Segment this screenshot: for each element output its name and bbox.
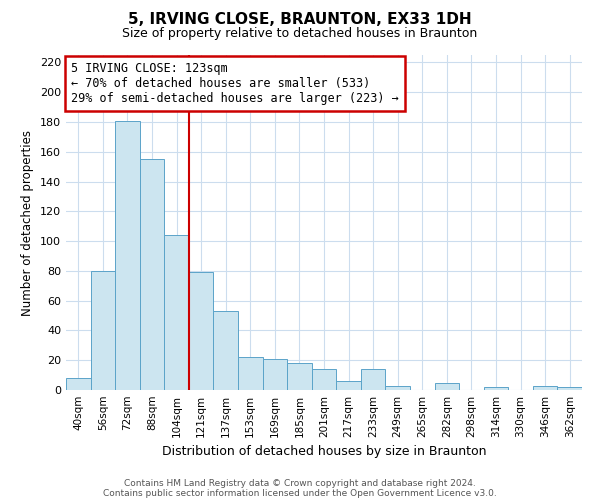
Bar (484, 387, 508, 390)
Text: Size of property relative to detached houses in Braunton: Size of property relative to detached ho… (122, 28, 478, 40)
Bar (361, 369, 385, 390)
Bar (434, 382, 459, 390)
Text: Contains HM Land Registry data © Crown copyright and database right 2024.: Contains HM Land Registry data © Crown c… (124, 478, 476, 488)
Bar (533, 386, 557, 390)
Bar (66, 378, 91, 390)
Bar (115, 120, 140, 390)
Bar (214, 311, 238, 390)
Bar (189, 272, 214, 390)
Bar (164, 235, 189, 390)
Bar (140, 159, 164, 390)
Bar (336, 381, 361, 390)
Text: Contains public sector information licensed under the Open Government Licence v3: Contains public sector information licen… (103, 488, 497, 498)
Bar (287, 363, 312, 390)
Bar (263, 358, 287, 390)
Text: 5, IRVING CLOSE, BRAUNTON, EX33 1DH: 5, IRVING CLOSE, BRAUNTON, EX33 1DH (128, 12, 472, 28)
Bar (91, 271, 115, 390)
Y-axis label: Number of detached properties: Number of detached properties (22, 130, 34, 316)
Bar (312, 369, 336, 390)
Bar (385, 386, 410, 390)
Text: 5 IRVING CLOSE: 123sqm
← 70% of detached houses are smaller (533)
29% of semi-de: 5 IRVING CLOSE: 123sqm ← 70% of detached… (71, 62, 399, 104)
Bar (557, 387, 582, 390)
X-axis label: Distribution of detached houses by size in Braunton: Distribution of detached houses by size … (162, 446, 486, 458)
Bar (238, 357, 263, 390)
